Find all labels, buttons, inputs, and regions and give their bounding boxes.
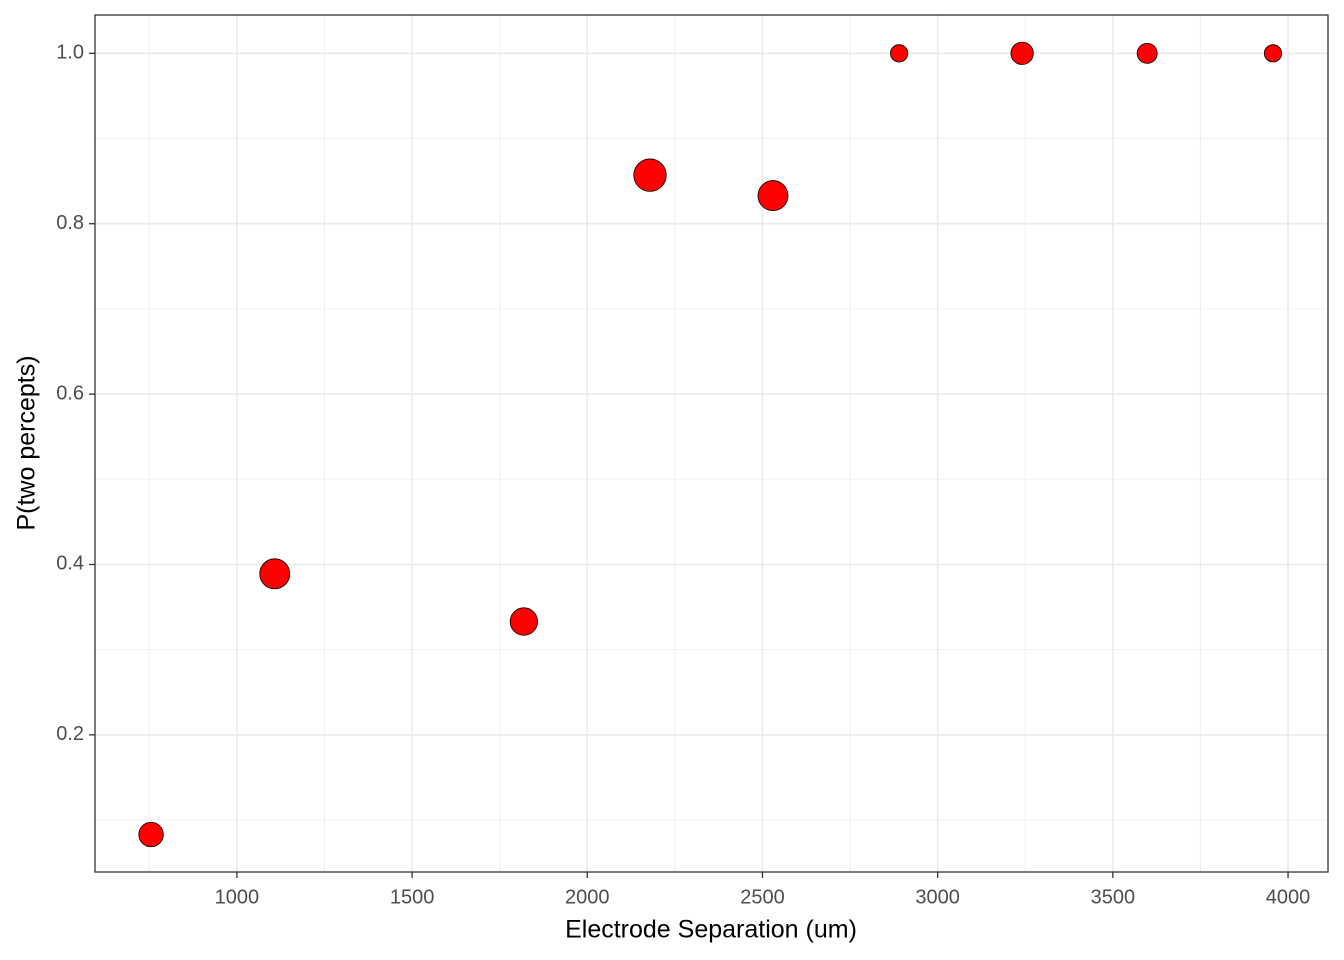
x-tick-label: 1500 (390, 886, 435, 908)
x-tick-label: 3000 (915, 886, 960, 908)
y-axis-title: P(two percepts) (13, 355, 41, 530)
point (509, 607, 538, 636)
x-tick-label: 4000 (1266, 886, 1311, 908)
point (1136, 42, 1158, 64)
point (633, 158, 667, 192)
point (259, 558, 291, 590)
y-tick-label: 0.8 (56, 212, 84, 234)
grid (95, 15, 1328, 872)
point (1010, 41, 1034, 65)
y-tick-label: 0.4 (56, 553, 84, 575)
y-tick-label: 0.2 (56, 723, 84, 745)
y-tick-label: 1.0 (56, 42, 84, 64)
point (890, 44, 909, 63)
x-tick-label: 2000 (565, 886, 610, 908)
panel-border (94, 14, 1329, 873)
x-tick-label: 3500 (1091, 886, 1136, 908)
x-tick-label: 1000 (215, 886, 260, 908)
points (138, 41, 1283, 848)
point (757, 180, 789, 212)
point (1263, 44, 1283, 63)
y-tick-label: 0.6 (56, 382, 84, 404)
x-tick-label: 2500 (740, 886, 785, 908)
point (138, 821, 164, 848)
x-axis-title: Electrode Separation (um) (565, 916, 857, 944)
